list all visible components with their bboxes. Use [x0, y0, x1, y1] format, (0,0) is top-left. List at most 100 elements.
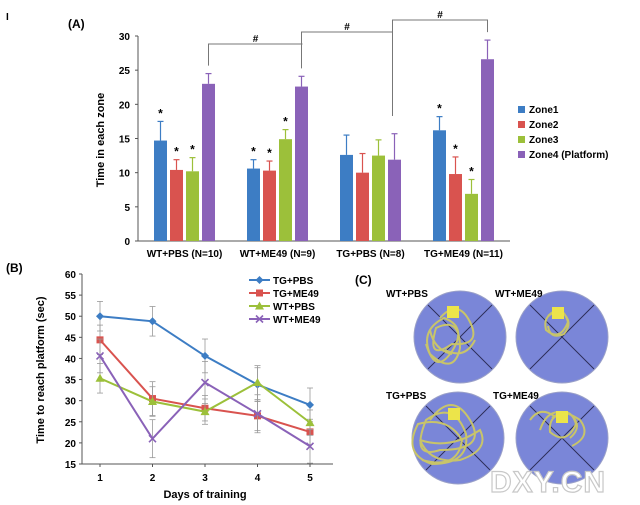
panel-b-y-tick-label: 30 — [65, 397, 77, 408]
panel-b-point — [305, 418, 315, 427]
panel-a-legend-label: Zone4 (Platform) — [529, 150, 608, 161]
panel-b-legend-label: WT+PBS — [273, 302, 315, 313]
panel-b-point — [201, 351, 209, 360]
panel-a-y-axis-title: Time in each zone — [95, 93, 107, 188]
panel-a-legend-label: Zone3 — [529, 135, 559, 146]
panel-b-point — [255, 276, 264, 284]
pool-quadrant-line — [529, 304, 595, 370]
panel-a-legend-swatch — [518, 136, 525, 143]
panel-a-y-tick-label: 5 — [124, 203, 130, 214]
panel-b-y-tick-label: 50 — [65, 312, 77, 323]
panel-a-y-tick-label: 10 — [119, 169, 131, 180]
panel-b-y-tick-label: 55 — [65, 291, 77, 302]
panel-a-bar — [186, 171, 199, 241]
panel-b-point — [200, 407, 210, 416]
panel-b-y-tick-label: 25 — [65, 418, 77, 429]
pool-platform — [552, 307, 564, 319]
panel-b-line-chart: (B) Time to reach platform (sec) Days of… — [6, 261, 333, 501]
panel-b-y-tick-label: 45 — [65, 333, 77, 344]
panel-a-category-label: WT+PBS (N=10) — [147, 249, 223, 260]
panel-b-x-tick-label: 5 — [307, 473, 313, 484]
panel-a-significance-star: * — [190, 143, 195, 157]
panel-a-bracket — [208, 43, 303, 66]
panel-a-legend-swatch — [518, 121, 525, 128]
panel-b-x-axis-title: Days of training — [163, 489, 246, 501]
panel-a-bar — [433, 130, 446, 241]
pool-group-label: TG+PBS — [386, 391, 427, 402]
panel-a-bars: * * * WT+PBS (N=10) * * * WT+ME49 (N=9) TG+PBS (… — [147, 39, 503, 260]
panel-b-legend-label: TG+PBS — [273, 276, 314, 287]
panel-a-significance-star: * — [267, 146, 272, 160]
panel-b-point — [148, 434, 157, 443]
pool-platform — [448, 408, 460, 420]
panel-a-y-tick-label: 15 — [119, 135, 131, 146]
panel-b-legend-label: TG+ME49 — [273, 289, 319, 300]
panel-a-category-label: TG+PBS (N=8) — [336, 249, 404, 260]
panel-b-point — [200, 378, 210, 387]
panel-a-bar — [340, 154, 353, 241]
panel-b-point — [306, 400, 314, 409]
panel-b-point — [256, 289, 263, 297]
panel-b-point — [148, 317, 157, 326]
pool-group-label: WT+PBS — [386, 289, 428, 300]
panel-b-point — [255, 314, 264, 324]
panel-b-point — [253, 378, 262, 387]
panel-b-point — [305, 442, 315, 451]
pool-platform — [556, 411, 568, 423]
panel-a-significance-star: * — [251, 145, 256, 159]
panel-a-y-tick-label: 20 — [119, 100, 131, 111]
panel-a-significance-brackets: # # # — [208, 10, 488, 116]
panel-b-legend: TG+PBS TG+ME49 WT+PBS WT+ME49 — [249, 276, 321, 326]
panel-b-legend-label: WT+ME49 — [273, 315, 321, 326]
panel-a-significance-star: * — [469, 165, 474, 179]
panel-a-bar — [465, 193, 478, 241]
panel-b-point — [95, 351, 105, 360]
panel-b-series — [95, 301, 315, 464]
panel-a-bar — [202, 83, 215, 241]
panel-a-bar — [356, 172, 369, 241]
pool-swim-path — [425, 308, 476, 365]
panel-b-point — [255, 301, 264, 310]
panel-a-hash-mark: # — [253, 34, 259, 45]
panel-b-y-axis-title: Time to reach platform (sec) — [35, 296, 47, 443]
panel-a-significance-star: * — [453, 142, 458, 156]
panel-a-bar — [481, 59, 494, 241]
panel-b-point — [253, 409, 262, 418]
panel-a-label: (A) — [68, 17, 85, 31]
panel-b-label: (B) — [6, 261, 23, 275]
panel-a-bracket — [392, 19, 488, 116]
panel-a-legend-label: Zone1 — [529, 105, 559, 116]
panel-b-y-tick-label: 15 — [65, 460, 77, 471]
panel-a-y-tick-label: 25 — [119, 66, 131, 77]
pool-swim-path — [544, 309, 570, 337]
corner-mark: I — [6, 12, 9, 23]
panel-a-category-label: TG+ME49 (N=11) — [424, 249, 503, 260]
panel-a-significance-star: * — [437, 102, 442, 116]
panel-a-significance-star: * — [283, 115, 288, 129]
panel-a-bar — [449, 174, 462, 241]
panel-b-y-tick-label: 20 — [65, 439, 77, 450]
panel-a-hash-mark: # — [437, 10, 443, 21]
panel-a-bar — [170, 169, 183, 241]
panel-c-label: (C) — [355, 273, 372, 287]
panel-a-y-tick-label: 0 — [124, 237, 130, 248]
panel-a-legend-swatch — [518, 151, 525, 158]
panel-b-point — [96, 312, 104, 321]
panel-b-y-tick-label: 60 — [65, 270, 77, 281]
panel-a-legend-swatch — [518, 106, 525, 113]
panel-a-bar — [372, 155, 385, 241]
panel-b-point — [148, 397, 157, 406]
panel-a-legend-label: Zone2 — [529, 120, 559, 131]
panel-a-axes: 0 5 10 15 20 25 30 — [119, 32, 510, 248]
panel-b-x-tick-label: 4 — [255, 473, 261, 484]
panel-a-bar — [263, 170, 276, 241]
panel-a-bar-chart: (A) Time in each zone 0 5 10 15 20 25 30 * * * WT… — [68, 10, 608, 260]
pool-swim-path — [411, 404, 484, 466]
panel-a-bracket — [301, 31, 393, 116]
panel-a-category-label: WT+ME49 (N=9) — [240, 249, 316, 260]
panel-a-bar — [295, 86, 308, 241]
panel-a-significance-star: * — [174, 145, 179, 159]
panel-a-hash-mark: # — [344, 22, 350, 33]
